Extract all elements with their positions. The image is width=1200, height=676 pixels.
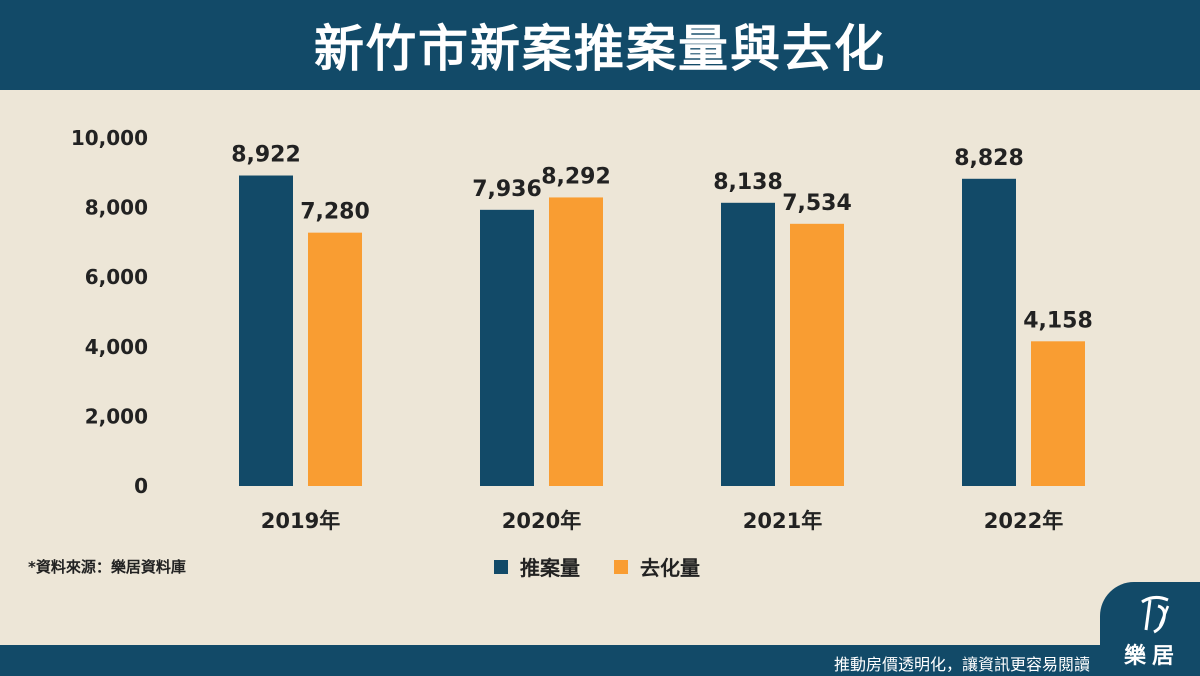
logo-text: 樂居 — [1124, 644, 1181, 669]
legend-label-series-1: 推案量 — [520, 556, 580, 580]
footer-bar: 推動房價透明化，讓資訊更容易閱讀 — [0, 645, 1200, 676]
y-tick-label: 2,000 — [85, 404, 148, 428]
y-tick-label: 8,000 — [85, 196, 148, 220]
data-label: 8,292 — [541, 164, 611, 189]
leju-logo-icon — [1141, 595, 1170, 634]
bar-1-2019年 — [239, 175, 293, 486]
legend-swatch-series-1 — [494, 559, 508, 574]
y-tick-label: 10,000 — [71, 126, 148, 150]
y-tick-label: 6,000 — [85, 265, 148, 289]
data-label: 8,138 — [713, 170, 783, 195]
legend-item-series-1: 推案量 — [494, 552, 580, 581]
x-category-label: 2022年 — [984, 509, 1063, 533]
footer-slogan: 推動房價透明化，讓資訊更容易閱讀 — [833, 655, 1090, 674]
chart-title: 新竹市新案推案量與去化 — [314, 20, 886, 78]
bar-2-2020年 — [549, 197, 603, 486]
y-tick-label: 4,000 — [85, 335, 148, 359]
data-label: 7,936 — [472, 177, 542, 202]
header-bar: 新竹市新案推案量與去化 — [0, 0, 1200, 90]
legend-label-series-2: 去化量 — [640, 556, 700, 580]
legend-item-series-2: 去化量 — [614, 552, 700, 581]
bar-2-2022年 — [1031, 341, 1085, 486]
source-note: *資料來源：樂居資料庫 — [28, 558, 186, 576]
legend: 推案量 去化量 — [494, 552, 734, 581]
bar-2-2019年 — [308, 232, 362, 486]
x-category-label: 2019年 — [261, 509, 340, 533]
x-category-label: 2021年 — [743, 509, 822, 533]
data-label: 4,158 — [1023, 308, 1093, 333]
x-category-label: 2020年 — [502, 509, 581, 533]
data-label: 8,922 — [231, 143, 301, 168]
logo-badge: 樂居 — [1100, 582, 1200, 676]
data-label: 7,534 — [782, 191, 852, 216]
data-label: 7,280 — [300, 200, 370, 225]
bar-2-2021年 — [790, 223, 844, 486]
data-label: 8,828 — [954, 146, 1024, 171]
bar-1-2022年 — [962, 178, 1016, 487]
legend-swatch-series-2 — [614, 559, 628, 574]
bar-1-2021年 — [721, 202, 775, 486]
bar-chart: 0 2,000 4,000 6,000 8,000 10,000 8,922 7,280 201… — [71, 126, 1093, 533]
bar-1-2020年 — [480, 209, 534, 486]
y-tick-label: 0 — [134, 474, 148, 498]
